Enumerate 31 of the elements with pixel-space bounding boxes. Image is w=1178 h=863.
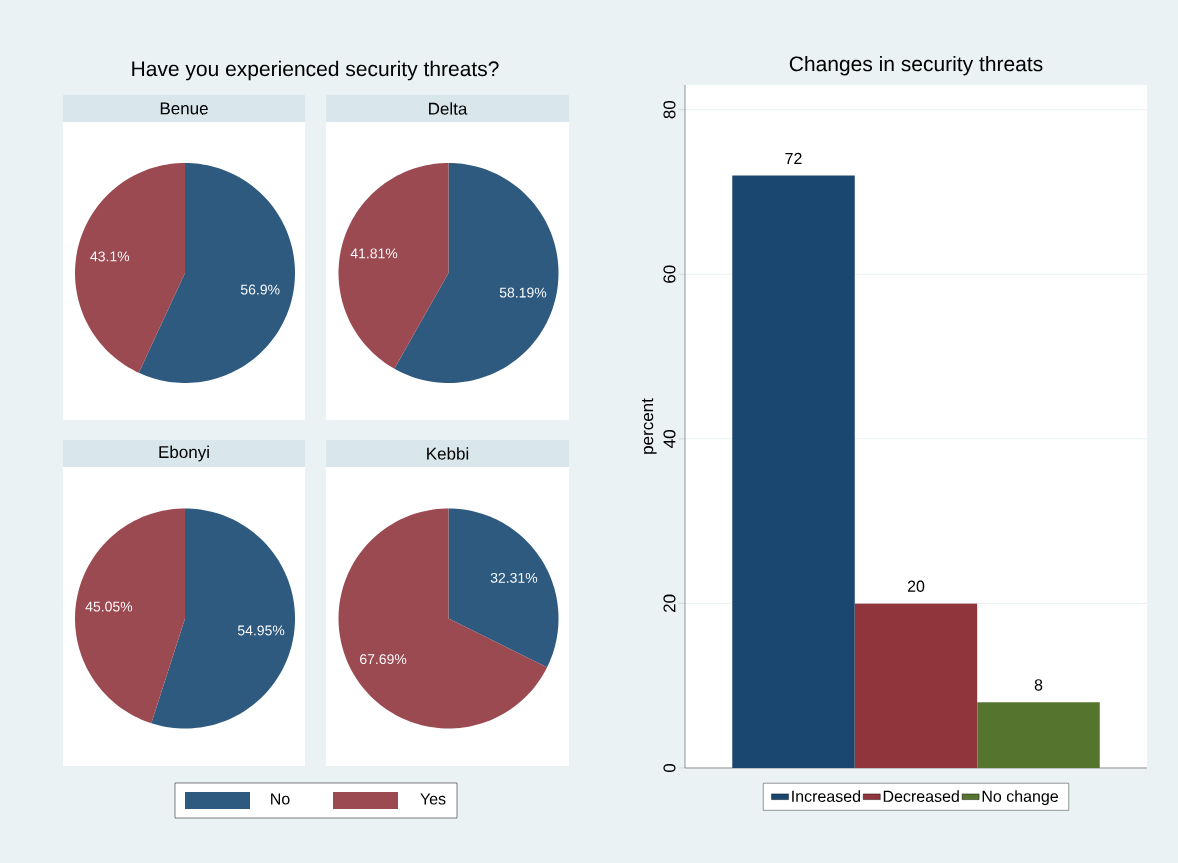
y-tick-label: 20 bbox=[663, 594, 676, 613]
data-label: 58.19% bbox=[499, 287, 547, 298]
data-label: 32.31% bbox=[490, 572, 538, 583]
data-label: 54.95% bbox=[237, 625, 285, 636]
y-tick-label: 40 bbox=[663, 430, 676, 448]
chart-title: Benue bbox=[160, 102, 208, 115]
chart-title: Changes in security threats bbox=[789, 55, 1043, 76]
bar bbox=[854, 603, 978, 768]
y-axis-title: percent bbox=[642, 398, 657, 454]
data-label: 43.1% bbox=[90, 251, 130, 262]
legend-label: No bbox=[271, 793, 290, 805]
legend-label: Decreased bbox=[883, 790, 959, 802]
legend-label: Yes bbox=[420, 793, 446, 805]
data-label: 56.9% bbox=[240, 284, 280, 295]
text: Have you experienced security threats? bbox=[132, 60, 499, 81]
y-tick-label: 0 bbox=[663, 763, 676, 773]
chart-title: Kebbi bbox=[427, 447, 469, 460]
legend-label: No change bbox=[982, 790, 1058, 806]
data-label: 67.69% bbox=[360, 654, 407, 665]
data-label: 8 bbox=[1034, 679, 1043, 691]
data-label: 45.05% bbox=[85, 601, 133, 612]
chart-title: Delta bbox=[429, 102, 468, 115]
chart-title: Ebonyi bbox=[159, 445, 209, 462]
y-tick-label: 60 bbox=[663, 265, 676, 283]
legend-label: Increased bbox=[792, 790, 860, 802]
bar bbox=[732, 175, 855, 768]
y-tick-label: 80 bbox=[663, 100, 676, 119]
data-label: 72 bbox=[785, 152, 802, 164]
data-label: 41.81% bbox=[350, 248, 398, 259]
data-label: 20 bbox=[907, 580, 925, 592]
bar bbox=[977, 702, 1100, 768]
